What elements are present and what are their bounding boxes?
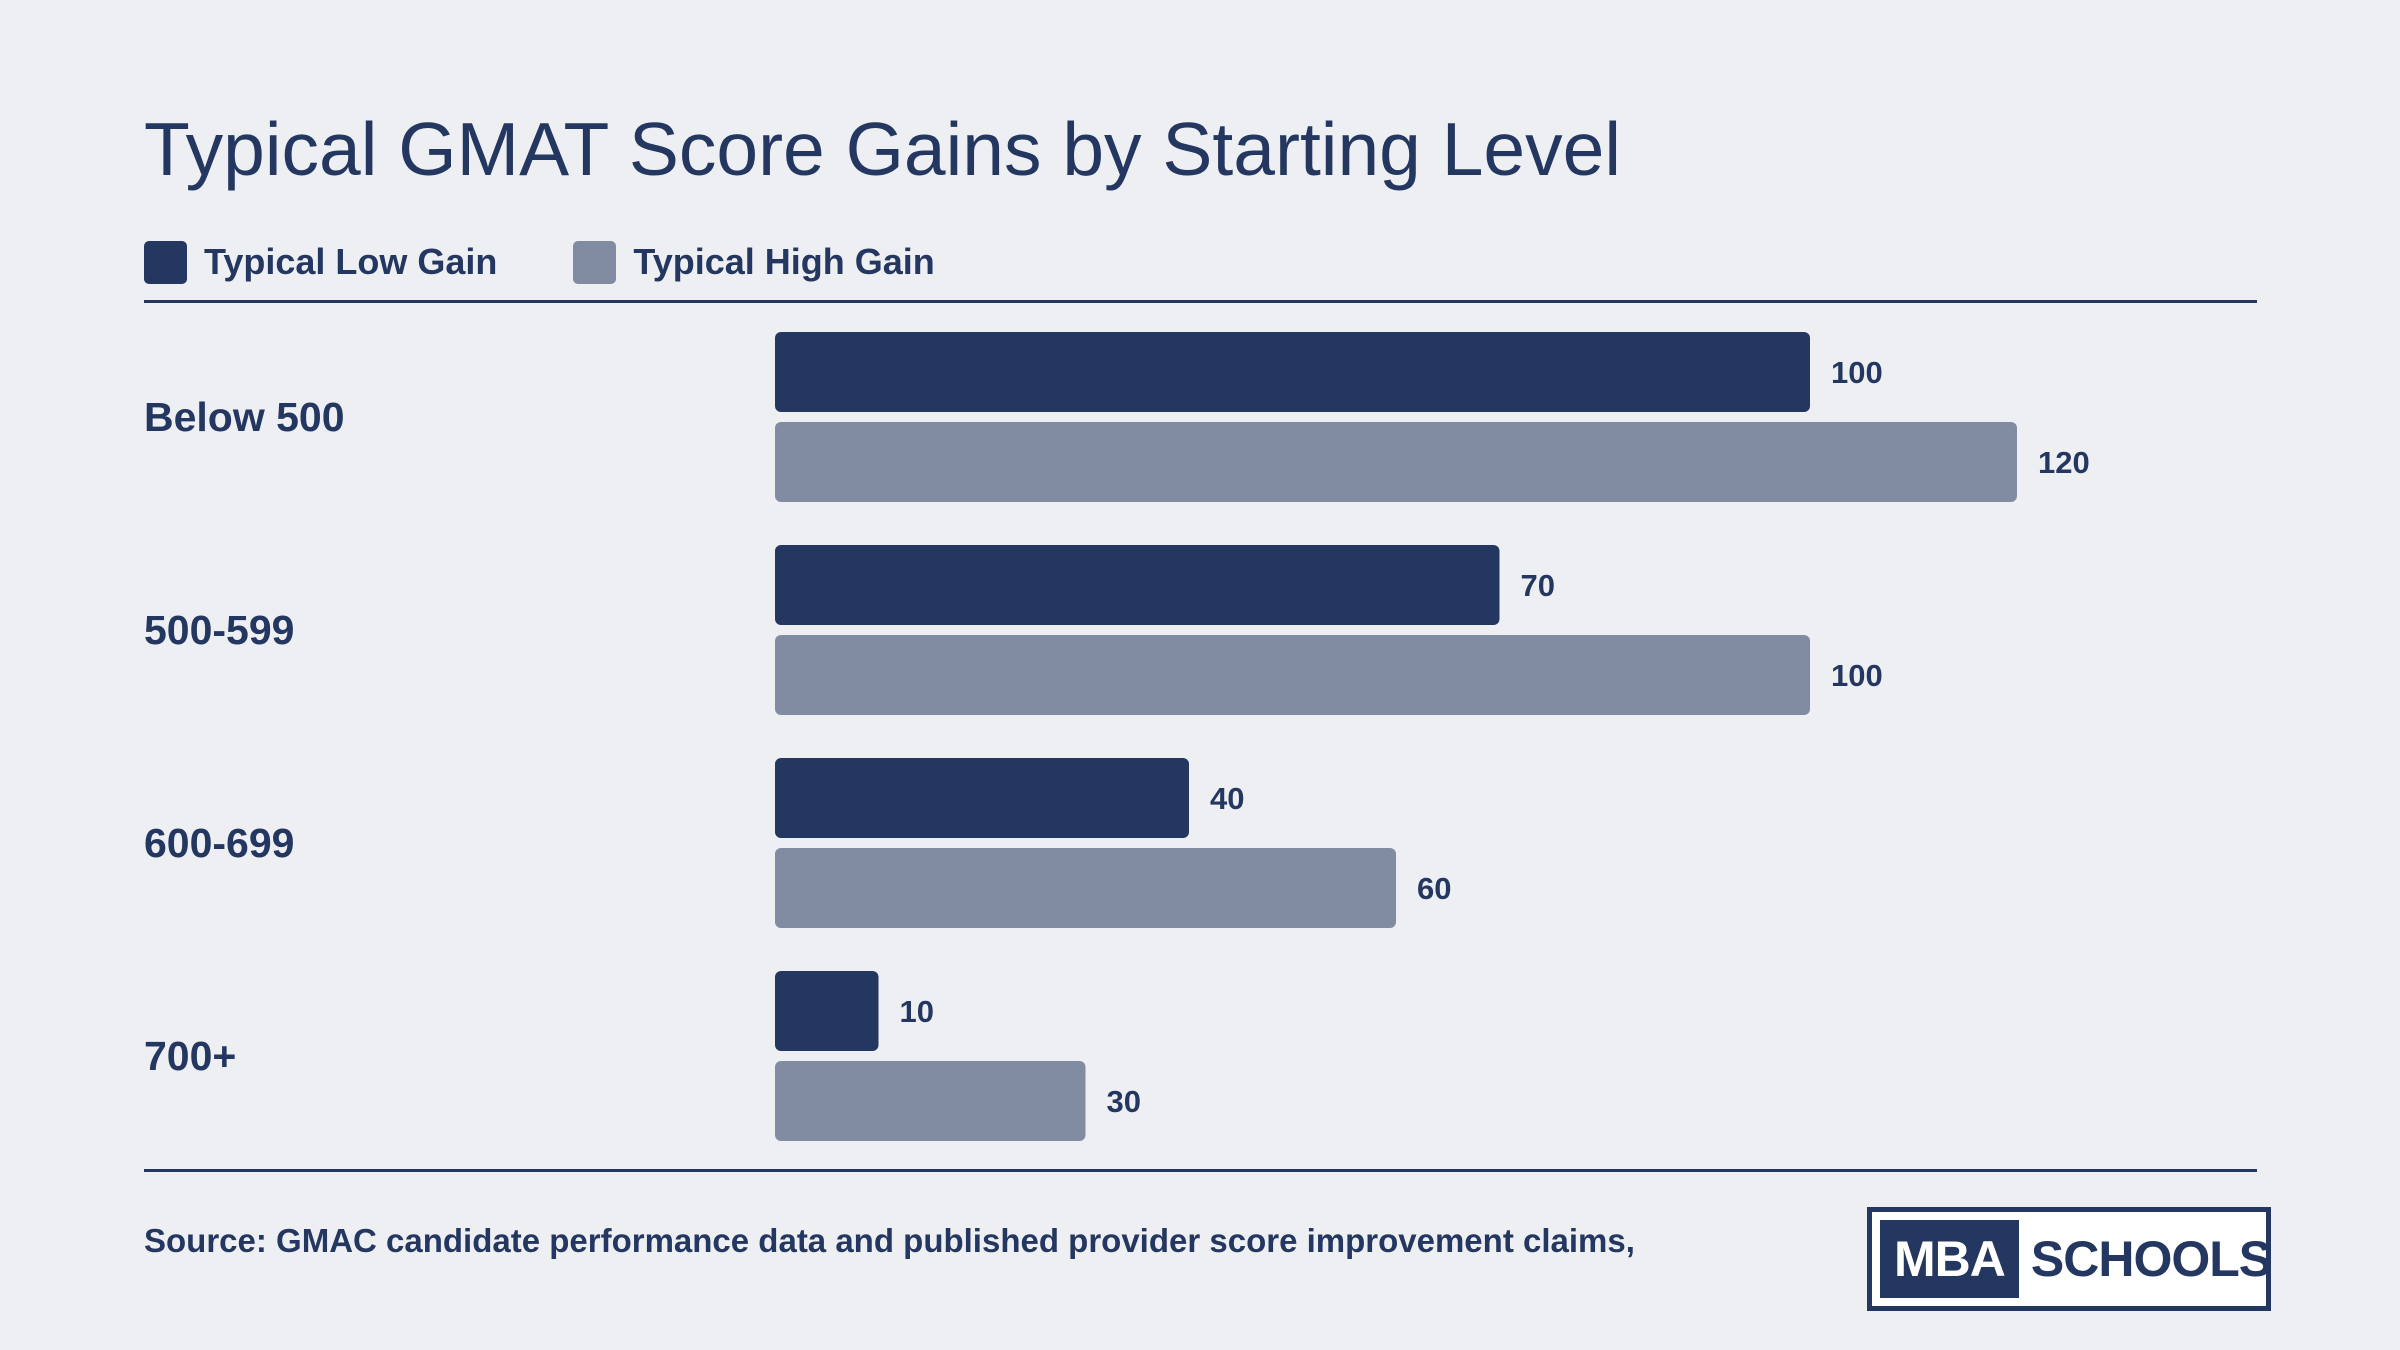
bar-value-label: 100 [1831,355,1883,390]
chart-title: Typical GMAT Score Gains by Starting Lev… [144,107,1622,191]
bar-value-label: 120 [2038,445,2090,480]
bar-low-gain [775,971,879,1051]
chart-legend: Typical Low Gain Typical High Gain [144,240,1011,284]
legend-swatch-high-gain [573,240,617,284]
bar-value-label: 70 [1521,568,1555,603]
bar-value-label: 30 [1107,1084,1141,1119]
legend-item-low-gain: Typical Low Gain [144,240,498,284]
legend-swatch-low-gain [144,240,187,284]
bar-low-gain [775,545,1500,625]
bar-high-gain [775,422,2017,502]
legend-item-high-gain: Typical High Gain [573,240,935,284]
category-label: 700+ [144,1033,236,1079]
legend-label-low-gain: Typical Low Gain [204,241,498,282]
category-label: 600-699 [144,820,294,866]
category-label: Below 500 [144,394,345,440]
source-note: Source: GMAC candidate performance data … [144,1222,1635,1259]
bar-value-label: 40 [1210,781,1244,816]
logo-schools-text: SCHOOLS [2030,1231,2272,1287]
bar-high-gain [775,1061,1086,1141]
bar-value-label: 10 [900,994,934,1029]
bar-low-gain [775,758,1189,838]
category-label: 500-599 [144,607,294,653]
bar-value-label: 60 [1417,871,1451,906]
bar-high-gain [775,635,1810,715]
bar-low-gain [775,332,1810,412]
bar-value-label: 100 [1831,658,1883,693]
legend-label-high-gain: Typical High Gain [633,241,935,282]
bar-high-gain [775,848,1396,928]
mba-schools-logo: MBA SCHOOLS [1867,1207,2272,1311]
logo-mba-block: MBA [1880,1220,2019,1298]
top-divider [144,300,2257,303]
bottom-divider [144,1169,2257,1172]
